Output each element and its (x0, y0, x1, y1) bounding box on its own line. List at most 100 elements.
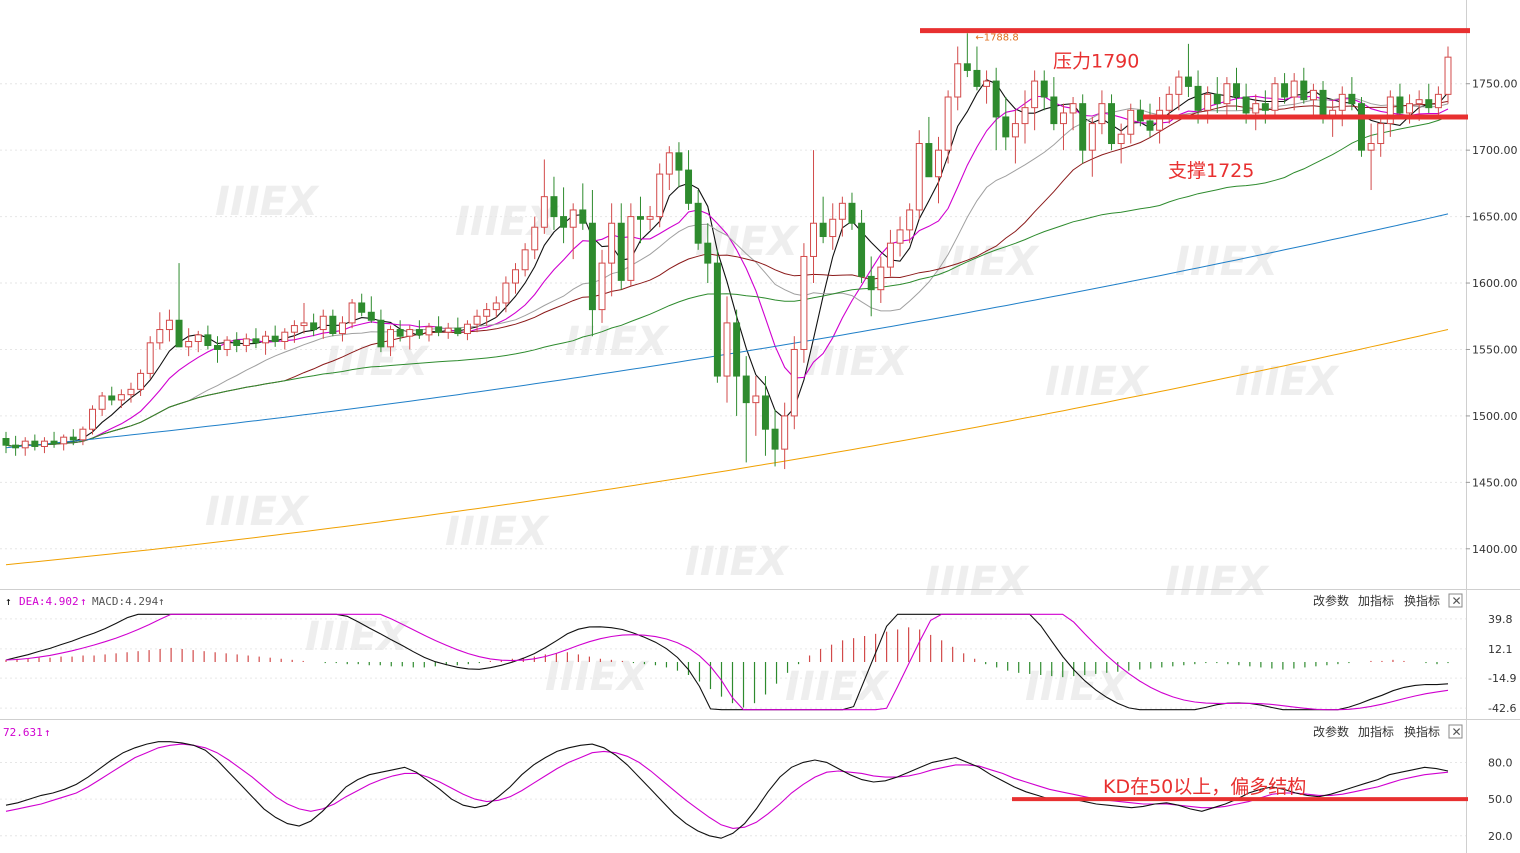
candle-body (454, 327, 462, 335)
candle-body (636, 216, 644, 220)
candle-body (31, 440, 39, 447)
candle-body (1175, 76, 1183, 95)
svg-text:IIIEX: IIIEX (1025, 664, 1130, 710)
macd-tick-label: 39.8 (1488, 613, 1513, 626)
candle-body (781, 415, 789, 450)
candle-body (713, 262, 721, 377)
candle-body (1194, 85, 1202, 111)
candle-body (1050, 96, 1058, 125)
candle-body (1069, 103, 1077, 114)
candle-body (319, 315, 327, 331)
candle-body (521, 249, 529, 271)
candle-body (1281, 83, 1289, 98)
svg-text:IIIEX: IIIEX (1045, 359, 1150, 405)
panel-close-button[interactable] (1448, 593, 1463, 608)
candle-body (790, 348, 798, 417)
candle-body (723, 322, 731, 377)
candle-body (569, 209, 577, 228)
candle-body (771, 428, 779, 450)
dea-readout: DEA:4.902 (19, 595, 79, 608)
candle-body (1242, 96, 1250, 114)
kd-d-line (5, 743, 1449, 829)
candle-body (896, 229, 904, 244)
candle-body (290, 325, 298, 333)
panel-button[interactable]: 改参数 (1313, 593, 1349, 608)
resistance-label: 压力1790 (1053, 51, 1139, 73)
candle-body (560, 216, 568, 228)
candle-body (944, 96, 952, 151)
main-price-axis: 1750.00 1700.00 1650.00 1600.00 1550.00 1500.… (1466, 78, 1518, 556)
candle-body (473, 315, 481, 325)
macd-tick-label: -14.9 (1488, 672, 1516, 685)
macd-gridlines (0, 618, 1466, 709)
kd-k-line (5, 741, 1449, 839)
macd-tick-label: 12.1 (1488, 643, 1513, 656)
candle-body (617, 222, 625, 281)
main-tick-label: 1600.00 (1472, 277, 1518, 290)
candle-body (512, 269, 519, 284)
candle-body (1088, 123, 1096, 151)
candle-body (127, 388, 135, 396)
candle-body (1059, 112, 1067, 125)
svg-text:IIIEX: IIIEX (785, 664, 890, 710)
candle-body (137, 372, 145, 390)
macd-header: ↑ DEA:4.902 ↑ MACD:4.294 ↑ (5, 595, 165, 608)
candle-body (665, 152, 673, 175)
close-icon: ✕ (1452, 725, 1462, 739)
panel-button[interactable]: 换指标 (1404, 724, 1440, 739)
candle-body (146, 342, 154, 374)
macd-panel-buttons[interactable]: 改参数 加指标 换指标 ✕ (1313, 593, 1463, 608)
candle-body (1079, 103, 1087, 151)
candle-body (694, 202, 702, 244)
candle-body (608, 222, 616, 264)
main-tick-label: 1550.00 (1472, 343, 1518, 356)
svg-text:IIIEX: IIIEX (545, 654, 650, 700)
candle-body (867, 275, 875, 291)
candle-body (1184, 76, 1192, 87)
candlestick-series (2, 33, 1452, 470)
candle-body (89, 408, 97, 430)
svg-text:IIIEX: IIIEX (1235, 359, 1340, 405)
candle-body (1434, 93, 1442, 109)
panel-button[interactable]: 改参数 (1313, 724, 1349, 739)
candle-body (1377, 123, 1385, 145)
candle-body (21, 440, 29, 449)
candle-body (973, 69, 981, 87)
svg-text:IIIEX: IIIEX (445, 509, 550, 555)
candle-body (983, 80, 991, 87)
candle-body (310, 322, 318, 331)
panel-button[interactable]: 换指标 (1404, 593, 1440, 608)
kd-header: 72.631 ↑ (3, 726, 51, 739)
candle-body (656, 173, 664, 218)
candle-body (1425, 99, 1433, 109)
candle-body (886, 242, 894, 268)
main-gridlines (0, 83, 1466, 550)
candle-body (685, 169, 693, 204)
panel-button[interactable]: 加指标 (1358, 593, 1394, 608)
candle-body (1406, 103, 1414, 114)
kd-readout: 72.631 (3, 726, 43, 739)
candle-body (848, 202, 856, 224)
candle-body (396, 329, 404, 337)
candle-body (906, 209, 914, 231)
candle-body (1261, 103, 1269, 111)
candle-body (377, 319, 385, 348)
candle-body (79, 428, 87, 441)
candle-body (1300, 80, 1308, 101)
candle-body (214, 344, 221, 350)
dea-line (5, 613, 1449, 711)
candle-body (492, 302, 500, 311)
candle-body (108, 395, 116, 401)
panel-button[interactable]: 加指标 (1358, 724, 1394, 739)
candle-body (598, 262, 606, 311)
candle-body (2, 438, 10, 446)
svg-text:↑: ↑ (44, 726, 51, 739)
candle-body (838, 202, 846, 220)
candle-body (415, 329, 423, 336)
candle-body (348, 302, 356, 324)
panel-close-button[interactable] (1448, 724, 1463, 739)
kd-panel-buttons[interactable]: 改参数 加指标 换指标 ✕ (1313, 724, 1463, 739)
candle-body (1002, 116, 1010, 138)
svg-text:IIIEX: IIIEX (935, 239, 1040, 285)
